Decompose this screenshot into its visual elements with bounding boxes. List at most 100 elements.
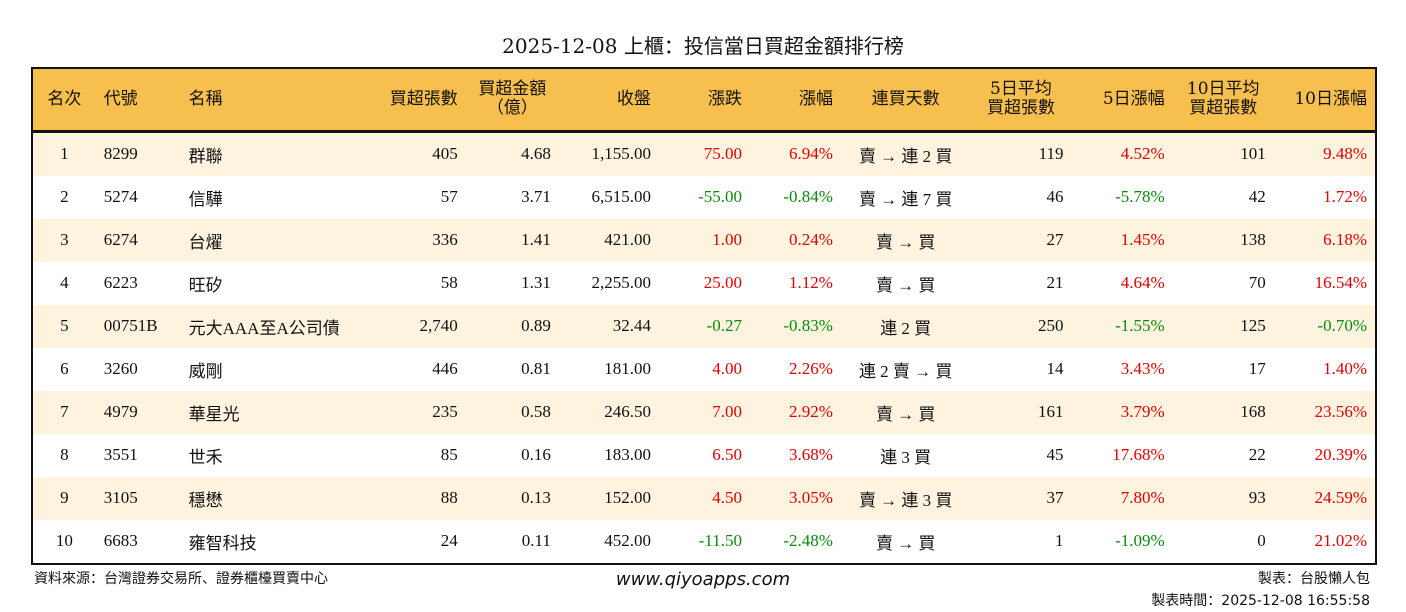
column-header-consecutive-days: 連買天數	[871, 88, 940, 109]
cell-consecutive-days: 連 3 買	[880, 447, 932, 467]
cell-consecutive-days: 賣 → 連 2 買	[858, 146, 953, 166]
table-row[interactable]: 3 6274 台燿 336 1.41 421.00 1.00 0.24% 賣 → 買 27 1.45…	[33, 218, 1375, 262]
table-row[interactable]: 2 5274 信驊 57 3.71 6,515.00 -55.00 -0.84% 賣 → 連 7…	[33, 176, 1375, 219]
cell-rank: 8	[60, 445, 69, 464]
cell-name: 威剛	[188, 361, 223, 381]
cell-pct10: 24.59%	[1314, 488, 1367, 507]
cell-net-buy-lots: 85	[440, 445, 458, 464]
cell-pct5: 4.52%	[1120, 144, 1165, 163]
cell-code: 6274	[103, 230, 138, 249]
table-row[interactable]: 9 3105 穩懋 88 0.13 152.00 4.50 3.05% 賣 → 連 3 買 37 7…	[33, 476, 1375, 520]
cell-avg5-lots: 45	[1046, 445, 1064, 464]
cell-avg5-lots: 1	[1055, 531, 1064, 550]
generated-time: 製表時間：2025-12-08 16:55:58	[1151, 593, 1370, 609]
cell-pct5: 4.64%	[1120, 273, 1165, 292]
column-header-pct5: 5日漲幅	[1102, 88, 1165, 109]
cell-change: -11.50	[698, 531, 742, 550]
cell-name: 旺矽	[188, 275, 223, 295]
cell-net-buy-lots: 57	[440, 187, 458, 206]
column-header-avg10-lots: 10日平均 買超張數	[1186, 79, 1260, 119]
cell-close: 1,155.00	[591, 144, 651, 163]
cell-name: 元大AAA至A公司債	[188, 318, 340, 338]
column-header-close: 收盤	[616, 88, 651, 109]
cell-rank: 9	[60, 488, 69, 507]
cell-net-buy-amount: 0.11	[521, 531, 551, 550]
cell-avg10-lots: 101	[1240, 144, 1266, 163]
cell-avg10-lots: 22	[1248, 445, 1266, 464]
cell-pct10: 21.02%	[1314, 531, 1367, 550]
cell-net-buy-lots: 24	[440, 531, 458, 550]
cell-pct10: 6.18%	[1323, 230, 1367, 249]
cell-avg10-lots: 93	[1248, 488, 1266, 507]
cell-close: 152.00	[604, 488, 651, 507]
cell-code: 3105	[103, 488, 138, 507]
maker-label: 製表：台股懶人包	[1258, 571, 1370, 587]
cell-pct10: 1.72%	[1323, 187, 1367, 206]
cell-net-buy-amount: 4.68	[521, 144, 551, 163]
cell-pct10: -0.70%	[1317, 316, 1367, 335]
cell-avg10-lots: 0	[1257, 531, 1266, 550]
cell-consecutive-days: 連 2 買	[880, 318, 932, 338]
cell-code: 6223	[103, 273, 138, 292]
cell-pct5: 3.79%	[1120, 402, 1165, 421]
table-row[interactable]: 4 6223 旺矽 58 1.31 2,255.00 25.00 1.12% 賣 → 買 21 4.…	[33, 262, 1375, 305]
cell-change-pct: -0.84%	[783, 187, 833, 206]
cell-name: 信驊	[188, 189, 223, 209]
cell-change: -0.27	[706, 316, 742, 335]
table-row[interactable]: 6 3260 威剛 446 0.81 181.00 4.00 2.26% 連 2 賣 → 買 14…	[33, 348, 1375, 391]
column-header-net-buy-amount: 買超金額 （億）	[478, 79, 547, 119]
cell-name: 世禾	[188, 447, 223, 467]
cell-close: 6,515.00	[591, 187, 651, 206]
cell-net-buy-amount: 0.58	[521, 402, 551, 421]
cell-close: 181.00	[604, 359, 651, 378]
column-header-change: 漲跌	[707, 88, 742, 109]
cell-avg5-lots: 250	[1038, 316, 1064, 335]
cell-code: 8299	[103, 144, 138, 163]
cell-rank: 3	[60, 230, 69, 249]
cell-avg10-lots: 42	[1248, 187, 1266, 206]
cell-avg5-lots: 37	[1046, 488, 1064, 507]
cell-pct5: 3.43%	[1120, 359, 1165, 378]
cell-change-pct: 3.05%	[789, 488, 833, 507]
cell-change-pct: 1.12%	[789, 273, 833, 292]
cell-change: -55.00	[698, 187, 742, 206]
cell-pct10: 20.39%	[1314, 445, 1367, 464]
cell-consecutive-days: 賣 → 連 3 買	[858, 490, 953, 510]
cell-net-buy-lots: 336	[432, 230, 458, 249]
cell-pct10: 23.56%	[1314, 402, 1367, 421]
cell-net-buy-amount: 0.13	[521, 488, 551, 507]
cell-net-buy-lots: 2,740	[419, 316, 458, 335]
cell-change-pct: 2.26%	[789, 359, 833, 378]
cell-avg5-lots: 14	[1046, 359, 1064, 378]
cell-pct10: 9.48%	[1323, 144, 1367, 163]
cell-pct5: -1.55%	[1115, 316, 1165, 335]
cell-pct5: 1.45%	[1120, 230, 1165, 249]
cell-consecutive-days: 賣 → 連 7 買	[858, 189, 953, 209]
table-row[interactable]: 1 8299 群聯 405 4.68 1,155.00 75.00 6.94% 賣 → 連 2 …	[33, 131, 1375, 176]
cell-consecutive-days: 賣 → 買	[875, 275, 936, 295]
cell-net-buy-amount: 0.89	[521, 316, 551, 335]
cell-rank: 6	[60, 359, 69, 378]
cell-rank: 2	[60, 187, 69, 206]
column-header-avg5-lots: 5日平均 買超張數	[986, 79, 1055, 119]
cell-rank: 5	[60, 316, 69, 335]
cell-rank: 1	[60, 144, 69, 163]
table-row[interactable]: 7 4979 華星光 235 0.58 246.50 7.00 2.92% 賣 → 買 161 3.…	[33, 390, 1375, 434]
cell-code: 6683	[103, 531, 138, 550]
cell-change: 1.00	[712, 230, 742, 249]
table-row[interactable]: 8 3551 世禾 85 0.16 183.00 6.50 3.68% 連 3 買 45 17.68…	[33, 434, 1375, 477]
website-link[interactable]: www.qiyoapps.com	[615, 569, 791, 590]
cell-avg10-lots: 138	[1240, 230, 1266, 249]
cell-avg5-lots: 27	[1046, 230, 1064, 249]
cell-net-buy-lots: 405	[432, 144, 458, 163]
cell-net-buy-amount: 3.71	[521, 187, 551, 206]
cell-avg5-lots: 46	[1046, 187, 1064, 206]
column-header-name: 名稱	[188, 88, 223, 109]
cell-change: 75.00	[703, 144, 742, 163]
cell-avg5-lots: 119	[1038, 144, 1064, 163]
cell-avg10-lots: 70	[1248, 273, 1266, 292]
table-row[interactable]: 5 00751B 元大AAA至A公司債 2,740 0.89 32.44 -0.27 -0.8…	[33, 304, 1375, 348]
cell-net-buy-amount: 1.31	[521, 273, 551, 292]
column-header-code: 代號	[103, 88, 138, 109]
